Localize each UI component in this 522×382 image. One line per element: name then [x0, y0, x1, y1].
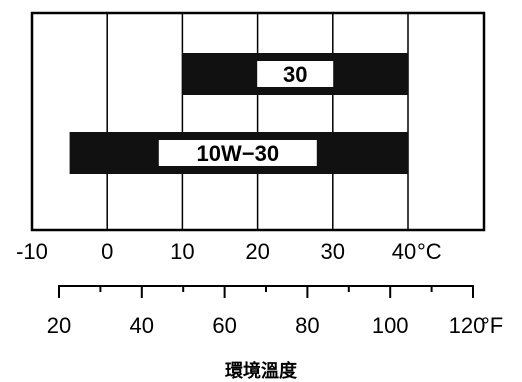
celsius-tick-label: 30	[321, 239, 345, 264]
fahrenheit-tick-label: 80	[295, 313, 319, 338]
celsius-tick-label: -10	[16, 239, 48, 264]
bar-label: 30	[283, 62, 307, 87]
fahrenheit-tick-label: 120	[449, 313, 486, 338]
celsius-tick-label: 10	[170, 239, 194, 264]
celsius-axis: -10 0 10 20 30 40 °C	[16, 239, 442, 264]
x-axis-label: 環境溫度	[225, 360, 298, 382]
celsius-tick-label: 0	[101, 239, 113, 264]
fahrenheit-tick-label: 20	[47, 313, 71, 338]
celsius-tick-label: 20	[245, 239, 269, 264]
fahrenheit-tick-label: 60	[212, 313, 236, 338]
bar-label: 10W−30	[197, 141, 280, 166]
fahrenheit-tick-label: 100	[372, 313, 409, 338]
celsius-tick-label: 40	[392, 239, 416, 264]
fahrenheit-axis: 20 40 60 80 100 120°F	[47, 285, 503, 338]
fahrenheit-unit-label: °F	[481, 313, 503, 338]
bars-layer: 30 10W−30	[69, 53, 408, 174]
celsius-unit-label: °C	[417, 239, 442, 264]
grid-lines	[106, 13, 409, 230]
bar-label-box	[257, 61, 334, 87]
bar-label-box	[158, 140, 317, 166]
fahrenheit-tick-label: 40	[130, 313, 154, 338]
